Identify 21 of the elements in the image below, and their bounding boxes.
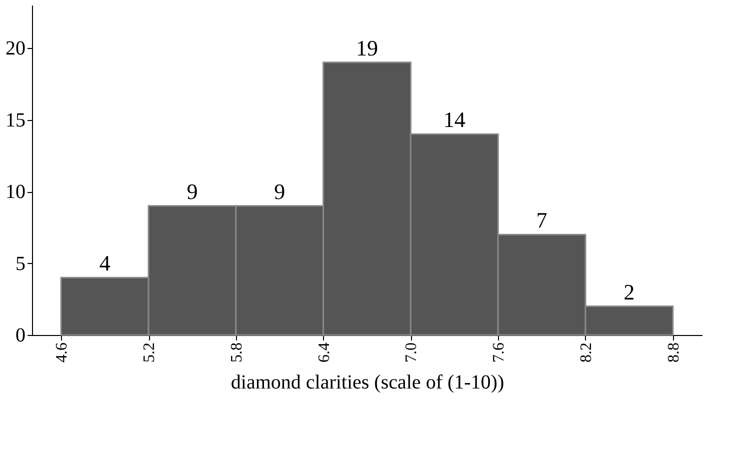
data-label: 9 — [186, 178, 198, 204]
data-label: 19 — [356, 35, 378, 60]
y-tick-label: 10 — [6, 181, 26, 204]
data-label: 7 — [536, 208, 548, 233]
x-tick-label: 4.6 — [54, 342, 71, 362]
data-label: 9 — [274, 178, 286, 204]
x-tick-label: 8.8 — [665, 342, 682, 362]
data-label: 14 — [443, 107, 466, 132]
y-tick-label: 0 — [16, 324, 26, 346]
x-tick-label: 5.2 — [141, 342, 158, 362]
x-tick-label: 8.2 — [578, 342, 595, 362]
y-tick-label: 15 — [6, 109, 26, 132]
data-label: 4 — [99, 250, 110, 276]
x-tick-label: 7.6 — [490, 342, 508, 362]
x-tick-label: 6.4 — [316, 342, 333, 362]
x-tick-label: 5.8 — [228, 342, 246, 362]
x-tick-label: 7.0 — [403, 342, 420, 362]
y-tick-label: 20 — [6, 38, 26, 60]
x-axis-title: diamond clarities (scale of (1-10)) — [230, 372, 504, 394]
data-label: 2 — [624, 279, 635, 304]
y-tick-label: 5 — [16, 252, 26, 275]
